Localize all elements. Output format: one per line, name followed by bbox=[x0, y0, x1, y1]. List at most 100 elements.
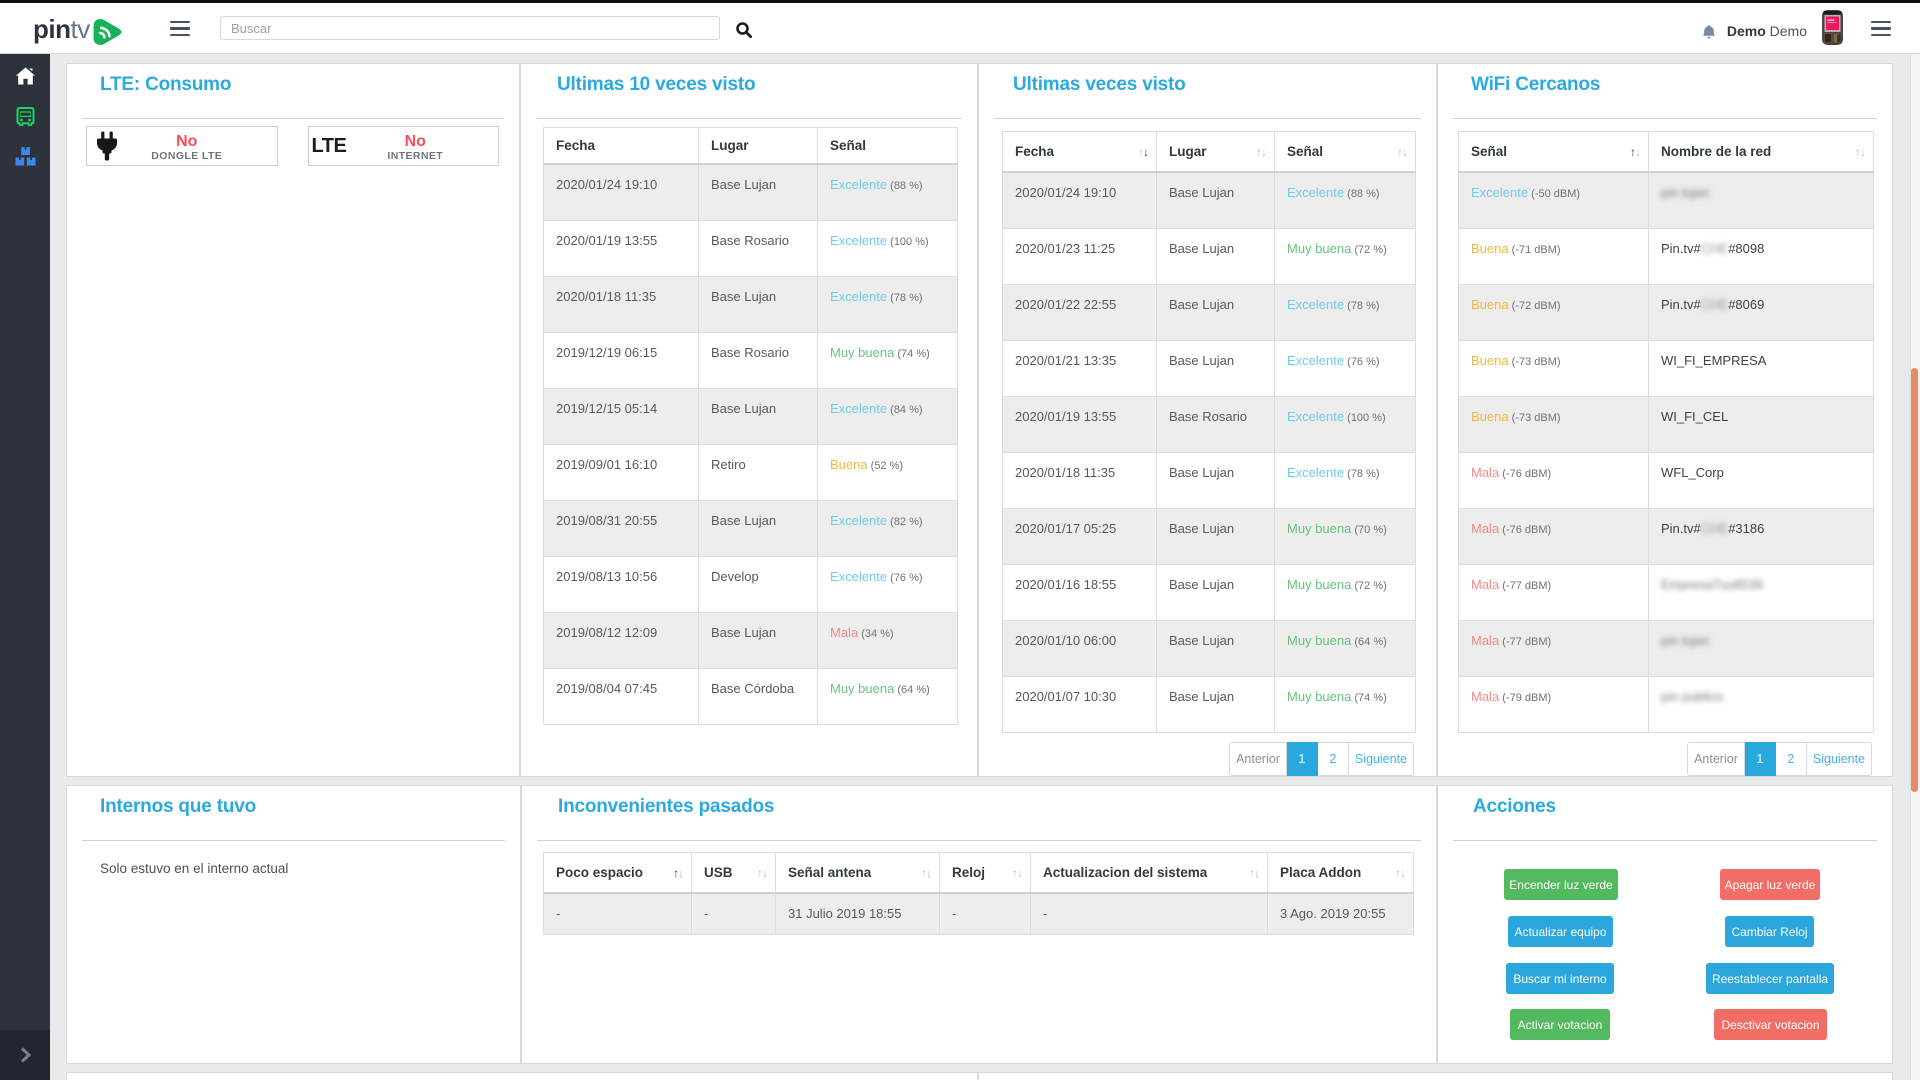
signal-cell: Mala (-76 dBM) bbox=[1458, 507, 1649, 565]
pagination-page-1[interactable]: 1 bbox=[1286, 742, 1318, 776]
sort-icon[interactable]: ↑↓ bbox=[1855, 144, 1866, 159]
table-row: 2020/01/16 18:55 Base Lujan Muy buena (72 … bbox=[1002, 563, 1416, 621]
column-label: USB bbox=[704, 865, 733, 880]
scrollbar-thumb[interactable] bbox=[1911, 368, 1918, 792]
fecha-cell: 2020/01/19 13:55 bbox=[543, 219, 699, 277]
column-header[interactable]: USB ↑↓ bbox=[691, 852, 776, 894]
table-row: 2020/01/19 13:55 Base Rosario Excelente (1… bbox=[1002, 395, 1416, 453]
menu-toggle-icon[interactable] bbox=[170, 21, 190, 36]
signal-value: (78 %) bbox=[887, 291, 923, 304]
column-header[interactable]: Reloj ↑↓ bbox=[939, 852, 1031, 894]
sort-icon[interactable]: ↑↓ bbox=[1395, 865, 1406, 880]
column-header[interactable]: Señal ↑↓ bbox=[1274, 131, 1416, 173]
sort-icon[interactable]: ↑↓ bbox=[1249, 865, 1260, 880]
signal-quality: Excelente bbox=[1287, 185, 1345, 200]
column-header[interactable]: Señal ↑↓ bbox=[1458, 131, 1649, 173]
column-header[interactable]: Fecha ↑↓ bbox=[1002, 131, 1157, 173]
action-button-actualizar-equipo[interactable]: Actualizar equipo bbox=[1508, 916, 1613, 947]
signal-quality: Muy buena bbox=[1287, 632, 1352, 648]
panel-title: WiFi Cercanos bbox=[1471, 74, 1601, 95]
signal-quality: Excelente bbox=[1471, 185, 1529, 200]
sort-icon[interactable]: ↑↓ bbox=[673, 865, 684, 880]
column-header: Señal bbox=[817, 127, 958, 165]
signal-cell: Excelente (100 %) bbox=[1274, 395, 1416, 453]
sort-icon[interactable]: ↑↓ bbox=[1138, 144, 1149, 159]
lugar-cell: Base Lujan bbox=[1156, 619, 1275, 677]
sidebar-item-home[interactable] bbox=[0, 67, 50, 90]
table-row: 2019/12/15 05:14 Base Lujan Excelente (84 … bbox=[543, 387, 958, 445]
pagination-page-2[interactable]: 2 bbox=[1775, 742, 1807, 776]
pagination-page-2[interactable]: 2 bbox=[1317, 742, 1349, 776]
pagination-page-1[interactable]: 1 bbox=[1744, 742, 1776, 776]
table-row: 2020/01/17 05:25 Base Lujan Muy buena (70 … bbox=[1002, 507, 1416, 565]
signal-cell: Excelente (76 %) bbox=[1274, 339, 1416, 397]
sidebar-item-stock[interactable] bbox=[0, 147, 50, 171]
column-header[interactable]: Placa Addon ↑↓ bbox=[1267, 852, 1414, 894]
fecha-cell: 2020/01/07 10:30 bbox=[1002, 675, 1157, 733]
right-menu-toggle-icon[interactable] bbox=[1871, 21, 1891, 36]
sidebar-item-bus[interactable] bbox=[0, 107, 50, 131]
action-button-apagar-luz-verde[interactable]: Apagar luz verde bbox=[1720, 869, 1820, 900]
sort-icon[interactable]: ↑↓ bbox=[921, 865, 932, 880]
column-header[interactable]: Nombre de la red ↑↓ bbox=[1648, 131, 1874, 173]
lugar-cell: Base Lujan bbox=[1156, 675, 1275, 733]
column-header[interactable]: Poco espacio ↑↓ bbox=[543, 852, 692, 894]
sort-icon[interactable]: ↑↓ bbox=[1630, 144, 1641, 159]
fecha-cell: 2019/08/04 07:45 bbox=[543, 667, 699, 725]
table-row: Buena (-73 dBM) WI_FI_EMPRESA bbox=[1458, 339, 1874, 397]
internos-text: Solo estuvo en el interno actual bbox=[100, 861, 289, 876]
pagination-previous[interactable]: Anterior bbox=[1687, 742, 1745, 776]
signal-quality: Excelente bbox=[830, 400, 888, 416]
signal-cell: Mala (-76 dBM) bbox=[1458, 451, 1649, 509]
signal-quality: Muy buena bbox=[830, 680, 895, 696]
table-row: 2020/01/21 13:35 Base Lujan Excelente (76 … bbox=[1002, 339, 1416, 397]
search-icon[interactable] bbox=[735, 21, 753, 39]
action-button-desctivar-votacion[interactable]: Desctivar votacion bbox=[1714, 1009, 1827, 1040]
signal-value: (72 %) bbox=[1351, 579, 1387, 592]
sort-icon[interactable]: ↑↓ bbox=[1012, 865, 1023, 880]
sort-icon[interactable]: ↑↓ bbox=[757, 865, 768, 880]
fecha-cell: 2019/08/12 12:09 bbox=[543, 611, 699, 669]
action-button-activar-votacion[interactable]: Activar votacion bbox=[1510, 1009, 1610, 1040]
action-button-encender-luz-verde[interactable]: Encender luz verde bbox=[1504, 869, 1618, 900]
panel-bottom-right bbox=[978, 1072, 1893, 1080]
lugar-cell: Base Lujan bbox=[1156, 563, 1275, 621]
pagination-next[interactable]: Siguiente bbox=[1806, 742, 1872, 776]
panel-divider bbox=[82, 118, 504, 119]
brand-swoosh-icon[interactable] bbox=[93, 18, 122, 51]
table-row: 2020/01/18 11:35 Base Lujan Excelente (78 … bbox=[543, 275, 958, 333]
search-input[interactable] bbox=[220, 16, 720, 40]
table-row: 2020/01/18 11:35 Base Lujan Excelente (78 … bbox=[1002, 451, 1416, 509]
sort-icon[interactable]: ↑↓ bbox=[1397, 144, 1408, 159]
column-header: Fecha bbox=[543, 127, 699, 165]
signal-value: (84 %) bbox=[887, 403, 923, 416]
column-header[interactable]: Señal antena ↑↓ bbox=[775, 852, 940, 894]
network-name-cell: WI_FI_EMPRESA bbox=[1648, 339, 1874, 397]
notifications-bell-icon[interactable] bbox=[1701, 24, 1717, 40]
sidebar-expand-toggle[interactable] bbox=[0, 1030, 50, 1080]
signal-quality: Excelente bbox=[1287, 296, 1345, 312]
lugar-cell: Base Lujan bbox=[1156, 507, 1275, 565]
table-row: 2020/01/24 19:10 Base Lujan Excelente (88 … bbox=[1002, 171, 1416, 229]
column-header[interactable]: Actualizacion del sistema ↑↓ bbox=[1030, 852, 1268, 894]
avatar[interactable] bbox=[1822, 10, 1843, 45]
table-row: 2019/12/19 06:15 Base Rosario Muy buena (7… bbox=[543, 331, 958, 389]
action-button-cambiar-reloj[interactable]: Cambiar Reloj bbox=[1725, 916, 1814, 947]
table-row: 2020/01/24 19:10 Base Lujan Excelente (88 … bbox=[543, 163, 958, 221]
pagination-previous[interactable]: Anterior bbox=[1229, 742, 1287, 776]
sort-icon[interactable]: ↑↓ bbox=[1256, 144, 1267, 159]
pagination-next[interactable]: Siguiente bbox=[1348, 742, 1414, 776]
panel-divider bbox=[994, 118, 1421, 119]
action-button-reestablecer-pantalla[interactable]: Reestablecer pantalla bbox=[1706, 963, 1834, 994]
brand-logo[interactable]: pintv bbox=[33, 14, 90, 45]
action-button-buscar-mi-interno[interactable]: Buscar mi interno bbox=[1506, 963, 1614, 994]
lugar-cell: Base Córdoba bbox=[698, 667, 818, 725]
fecha-cell: 2019/12/15 05:14 bbox=[543, 387, 699, 445]
signal-quality: Excelente bbox=[830, 232, 888, 248]
signal-value: (76 %) bbox=[1344, 355, 1380, 368]
signal-cell: Mala (-77 dBM) bbox=[1458, 563, 1649, 621]
stat-dongle-lte: No DONGLE LTE bbox=[86, 126, 278, 166]
column-header[interactable]: Lugar ↑↓ bbox=[1156, 131, 1275, 173]
lugar-cell: Base Lujan bbox=[1156, 227, 1275, 285]
user-name[interactable]: Demo Demo bbox=[1726, 23, 1807, 39]
